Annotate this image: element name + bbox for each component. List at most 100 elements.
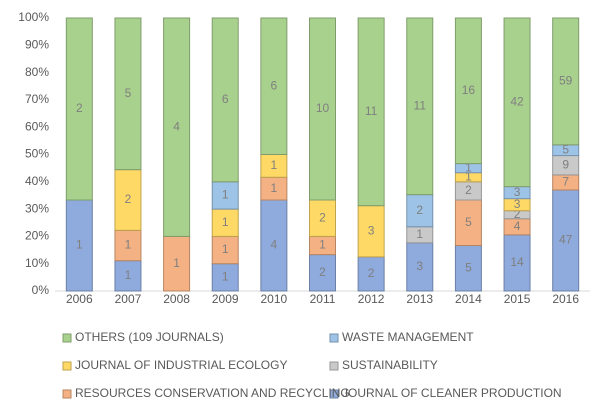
data-label: 16 <box>462 83 476 97</box>
legend-label: JOURNAL OF INDUSTRIAL ECOLOGY <box>75 358 287 372</box>
bar-segment <box>503 17 531 188</box>
data-label: 47 <box>559 233 573 247</box>
bar-segment <box>309 17 336 201</box>
data-label: 2 <box>125 192 132 206</box>
data-label: 1 <box>271 181 278 195</box>
bar-segment <box>211 181 239 210</box>
data-label: 1 <box>465 160 472 174</box>
bar-segment <box>114 17 142 171</box>
data-label: 3 <box>514 197 521 211</box>
data-label: 10 <box>316 101 330 115</box>
bar-segment <box>357 17 385 207</box>
data-label: 11 <box>414 98 427 112</box>
bar-segment <box>309 254 336 292</box>
legend-swatch <box>329 333 339 343</box>
bar-segment <box>114 169 142 231</box>
y-tick-label: 0% <box>32 283 50 297</box>
data-label: 3 <box>416 259 423 273</box>
legend-label: OTHERS (109 JOURNALS) <box>75 330 224 344</box>
data-label: 1 <box>222 270 229 284</box>
data-label: 11 <box>365 104 378 118</box>
x-tick-label: 2012 <box>358 292 385 306</box>
data-label: 1 <box>125 238 132 252</box>
data-label: 5 <box>465 260 472 274</box>
bar-segment <box>260 199 288 292</box>
bar-segment <box>406 17 434 196</box>
bar-segment <box>454 199 482 246</box>
bar-segment <box>309 199 336 237</box>
y-tick-label: 80% <box>25 65 49 79</box>
bar-segment <box>211 208 239 237</box>
data-label: 1 <box>416 227 423 241</box>
bar-segment <box>260 17 288 155</box>
bar-segment <box>211 235 239 265</box>
bar-segment <box>211 17 239 183</box>
data-label: 6 <box>271 78 278 92</box>
data-label: 2 <box>514 207 521 221</box>
data-label: 1 <box>125 268 132 282</box>
data-label: 1 <box>222 188 229 202</box>
data-label: 3 <box>514 185 521 199</box>
legend-swatch <box>329 389 339 399</box>
x-tick-label: 2014 <box>455 292 482 306</box>
data-label: 4 <box>271 238 278 252</box>
bar-segment <box>163 17 191 237</box>
data-label: 2 <box>319 265 326 279</box>
data-label: 59 <box>559 74 573 88</box>
data-label: 1 <box>76 238 83 252</box>
legend-label: JOURNAL OF CLEANER PRODUCTION <box>342 386 562 400</box>
legend-label: RESOURCES CONSERVATION AND RECYCLING <box>75 386 350 400</box>
x-tick-label: 2011 <box>310 292 336 306</box>
data-label: 1 <box>173 256 180 270</box>
legend-swatch <box>62 333 72 343</box>
y-tick-label: 30% <box>25 201 49 215</box>
y-tick-label: 70% <box>25 92 49 106</box>
x-tick-label: 2007 <box>115 292 142 306</box>
data-label: 14 <box>510 255 524 269</box>
x-tick-label: 2013 <box>406 292 433 306</box>
data-label: 9 <box>562 157 569 171</box>
data-label: 4 <box>514 219 521 233</box>
data-label: 2 <box>319 210 326 224</box>
x-tick-label: 2008 <box>163 292 190 306</box>
bar-segment <box>163 235 191 292</box>
legend-swatch <box>62 361 72 371</box>
data-label: 5 <box>465 215 472 229</box>
data-label: 2 <box>368 266 375 280</box>
x-tick-label: 2006 <box>66 292 93 306</box>
data-label: 1 <box>319 238 326 252</box>
bar-segment <box>454 245 482 292</box>
data-label: 1 <box>465 169 472 183</box>
data-label: 2 <box>465 183 472 197</box>
bar-segment <box>65 17 93 201</box>
y-tick-label: 20% <box>25 229 49 243</box>
bar-segment <box>406 242 434 292</box>
data-label: 6 <box>222 92 229 106</box>
y-tick-label: 10% <box>25 256 49 270</box>
data-label: 4 <box>173 119 180 133</box>
legend-swatch <box>62 389 72 399</box>
x-tick-label: 2009 <box>212 292 239 306</box>
data-label: 1 <box>222 242 229 256</box>
legend-label: WASTE MANAGEMENT <box>342 330 474 344</box>
data-label: 1 <box>271 158 278 172</box>
data-label: 1 <box>222 215 229 229</box>
bar-segment <box>211 263 239 292</box>
bar-segment <box>552 17 580 146</box>
data-label: 5 <box>562 142 569 156</box>
y-tick-label: 100% <box>18 10 49 24</box>
bar-segment <box>454 17 482 165</box>
bar-segment <box>114 229 142 262</box>
bar-segment <box>65 199 93 292</box>
data-label: 7 <box>562 175 569 189</box>
y-tick-label: 60% <box>25 119 49 133</box>
legend-label: SUSTAINABILITY <box>342 358 438 372</box>
data-label: 3 <box>368 223 375 237</box>
y-tick-label: 40% <box>25 174 49 188</box>
data-label: 2 <box>416 203 423 217</box>
data-label: 5 <box>125 86 132 100</box>
bar-segment <box>552 189 580 292</box>
x-tick-label: 2015 <box>504 292 531 306</box>
y-tick-label: 50% <box>25 147 49 161</box>
